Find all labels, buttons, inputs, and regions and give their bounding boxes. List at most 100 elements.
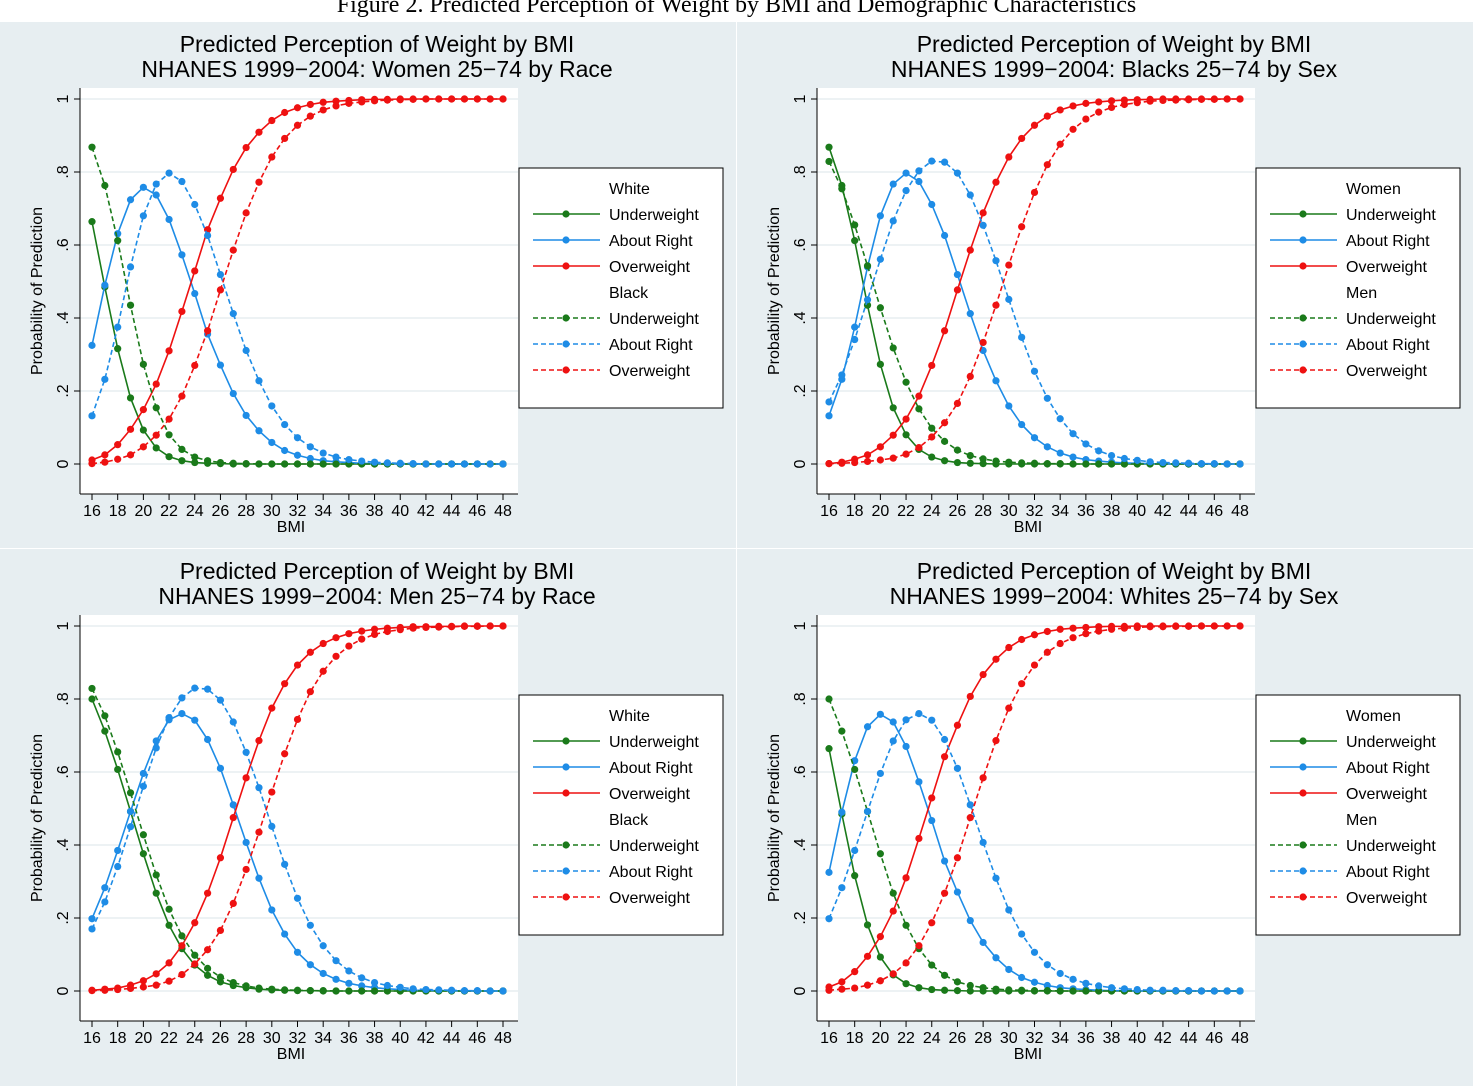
y-tick-label: .6 bbox=[792, 765, 809, 778]
x-tick-label: 16 bbox=[83, 503, 101, 520]
data-point-men-overweight bbox=[966, 814, 974, 822]
data-point-white-overweight bbox=[242, 143, 250, 152]
data-point-black-about-right bbox=[268, 402, 276, 410]
data-point-black-overweight bbox=[152, 981, 160, 989]
data-point-men-underweight bbox=[966, 452, 974, 460]
data-point-black-about-right bbox=[126, 263, 135, 271]
legend-marker-about-right bbox=[1299, 340, 1307, 348]
data-point-men-overweight bbox=[1120, 100, 1129, 109]
x-tick-label: 38 bbox=[1103, 1030, 1121, 1047]
x-tick-label: 48 bbox=[1231, 503, 1249, 520]
data-point-white-about-right bbox=[293, 948, 302, 956]
data-point-white-overweight bbox=[358, 627, 366, 635]
data-point-women-overweight bbox=[1069, 624, 1077, 632]
chart-subtitle: NHANES 1999−2004: Whites 25−74 by Sex bbox=[890, 583, 1339, 609]
data-point-men-underweight bbox=[876, 304, 884, 312]
data-point-white-about-right bbox=[242, 838, 250, 847]
data-point-white-underweight bbox=[165, 453, 173, 461]
x-tick-label: 18 bbox=[846, 1030, 864, 1047]
data-point-women-overweight bbox=[979, 209, 987, 217]
data-point-black-underweight bbox=[152, 871, 160, 879]
y-tick-label: .4 bbox=[792, 311, 809, 324]
data-point-black-overweight bbox=[396, 626, 404, 634]
x-tick-label: 42 bbox=[1154, 503, 1172, 520]
data-point-men-about-right bbox=[953, 764, 962, 772]
data-point-women-overweight bbox=[992, 178, 1000, 186]
data-point-women-about-right bbox=[825, 868, 833, 876]
data-point-men-about-right bbox=[1056, 415, 1064, 423]
data-point-men-underweight bbox=[1082, 460, 1090, 468]
data-point-men-underweight bbox=[902, 378, 910, 386]
data-point-men-overweight bbox=[1197, 622, 1206, 630]
x-tick-label: 46 bbox=[468, 503, 486, 520]
data-point-women-about-right bbox=[928, 816, 936, 825]
data-point-men-about-right bbox=[1197, 987, 1206, 995]
x-tick-label: 42 bbox=[417, 503, 435, 520]
data-point-women-underweight bbox=[928, 985, 936, 994]
y-tick-label: .4 bbox=[55, 838, 72, 851]
data-point-black-overweight bbox=[345, 642, 353, 650]
x-tick-label: 44 bbox=[1180, 503, 1198, 520]
data-point-women-about-right bbox=[940, 231, 949, 240]
data-point-women-about-right bbox=[940, 857, 949, 865]
data-point-men-underweight bbox=[825, 157, 833, 166]
data-point-black-about-right bbox=[473, 987, 481, 995]
data-point-black-underweight bbox=[358, 987, 366, 995]
data-point-black-about-right bbox=[216, 270, 225, 279]
data-point-women-underweight bbox=[902, 980, 910, 988]
legend-box bbox=[518, 694, 724, 936]
data-point-black-about-right bbox=[114, 862, 122, 871]
x-tick-label: 16 bbox=[83, 1030, 101, 1047]
data-point-white-underweight bbox=[139, 426, 147, 434]
data-point-white-overweight bbox=[268, 116, 276, 125]
data-point-women-overweight bbox=[1018, 134, 1026, 143]
data-point-women-underweight bbox=[953, 987, 962, 995]
data-point-men-underweight bbox=[889, 889, 897, 897]
data-point-men-overweight bbox=[1056, 639, 1064, 648]
data-point-men-overweight bbox=[1146, 623, 1154, 631]
data-point-women-about-right bbox=[825, 412, 833, 420]
data-point-men-underweight bbox=[940, 437, 949, 445]
data-point-white-underweight bbox=[114, 765, 122, 774]
data-point-white-about-right bbox=[216, 764, 225, 772]
x-tick-label: 26 bbox=[949, 1030, 967, 1047]
data-point-men-overweight bbox=[902, 959, 910, 967]
data-point-black-overweight bbox=[422, 623, 430, 632]
legend-label-underweight: Underweight bbox=[609, 311, 699, 328]
data-point-white-overweight bbox=[178, 307, 186, 316]
data-point-black-about-right bbox=[358, 974, 366, 982]
data-point-women-about-right bbox=[1056, 449, 1064, 457]
x-tick-label: 42 bbox=[1154, 1030, 1172, 1047]
data-point-black-underweight bbox=[306, 460, 314, 468]
data-point-women-about-right bbox=[889, 718, 897, 726]
data-point-black-about-right bbox=[448, 986, 456, 994]
data-point-men-about-right bbox=[1069, 430, 1077, 438]
legend-group-heading: Men bbox=[1346, 812, 1377, 829]
data-point-black-about-right bbox=[370, 979, 379, 987]
data-point-black-about-right bbox=[139, 782, 147, 790]
data-point-black-overweight bbox=[486, 95, 494, 103]
legend-label-about-right: About Right bbox=[609, 864, 693, 881]
data-point-women-about-right bbox=[863, 723, 872, 731]
data-point-white-overweight bbox=[306, 100, 314, 109]
data-point-men-overweight bbox=[1082, 630, 1090, 638]
legend-group-heading: Women bbox=[1346, 181, 1401, 198]
data-point-white-underweight bbox=[139, 850, 147, 858]
data-point-white-about-right bbox=[255, 427, 263, 435]
data-point-black-overweight bbox=[255, 178, 263, 186]
y-tick-label: 0 bbox=[792, 459, 809, 468]
data-point-men-overweight bbox=[1185, 622, 1193, 630]
data-point-black-about-right bbox=[293, 434, 302, 442]
data-point-men-about-right bbox=[940, 158, 949, 166]
data-point-men-underweight bbox=[1107, 460, 1116, 468]
data-point-black-about-right bbox=[435, 460, 443, 468]
data-point-white-overweight bbox=[255, 737, 263, 745]
data-point-white-overweight bbox=[139, 406, 147, 414]
y-tick-label: .8 bbox=[792, 165, 809, 178]
legend-group-heading: Black bbox=[609, 285, 649, 302]
data-point-women-about-right bbox=[1043, 443, 1051, 451]
data-point-women-about-right bbox=[1005, 965, 1013, 974]
data-point-black-overweight bbox=[203, 946, 212, 954]
data-point-men-about-right bbox=[825, 915, 833, 923]
data-point-black-overweight bbox=[255, 828, 263, 836]
